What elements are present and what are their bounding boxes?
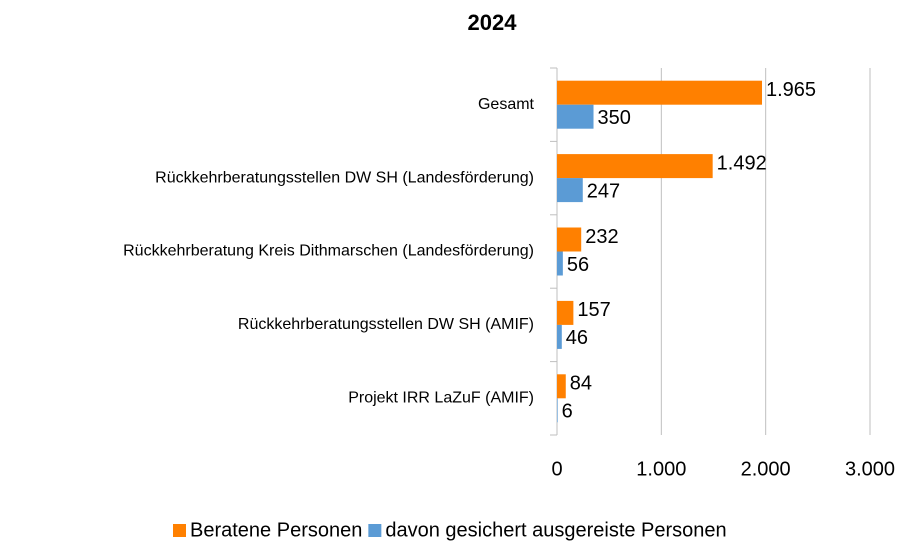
- data-label: 84: [570, 373, 592, 395]
- bar: [557, 227, 582, 252]
- bar: [557, 178, 583, 203]
- bar: [557, 104, 594, 129]
- data-label: 232: [585, 226, 618, 248]
- x-tick-label: 0: [551, 458, 562, 480]
- y-tick-label: Projekt IRR LaZuF (AMIF): [348, 390, 534, 407]
- bar: [557, 300, 574, 325]
- legend-swatch: [173, 524, 186, 537]
- bar: [557, 80, 763, 105]
- data-label: 56: [567, 254, 589, 276]
- data-label: 350: [598, 107, 631, 129]
- y-tick-label: Rückkehrberatungsstellen DW SH (Landesfö…: [155, 169, 534, 186]
- legend-swatch: [368, 524, 382, 537]
- bar: [557, 398, 558, 423]
- data-label: 1.965: [766, 79, 816, 101]
- bar: [557, 324, 562, 349]
- chart-title: 2024: [468, 10, 518, 35]
- x-tick-label: 3.000: [845, 458, 895, 480]
- legend-label: Beratene Personen: [190, 519, 362, 541]
- y-tick-label: Rückkehrberatung Kreis Dithmarschen (Lan…: [123, 243, 534, 260]
- data-label: 1.492: [717, 152, 767, 174]
- data-label: 247: [587, 180, 620, 202]
- x-tick-label: 2.000: [741, 458, 791, 480]
- bar: [557, 251, 563, 276]
- bar: [557, 374, 566, 399]
- x-tick-label: 1.000: [636, 458, 686, 480]
- data-label: 6: [562, 401, 573, 423]
- data-label: 157: [577, 299, 610, 321]
- bar: [557, 154, 713, 179]
- legend-label: davon gesichert ausgereiste Personen: [385, 519, 726, 541]
- y-tick-label: Gesamt: [478, 96, 535, 113]
- data-label: 46: [566, 327, 588, 349]
- y-tick-label: Rückkehrberatungsstellen DW SH (AMIF): [238, 316, 534, 333]
